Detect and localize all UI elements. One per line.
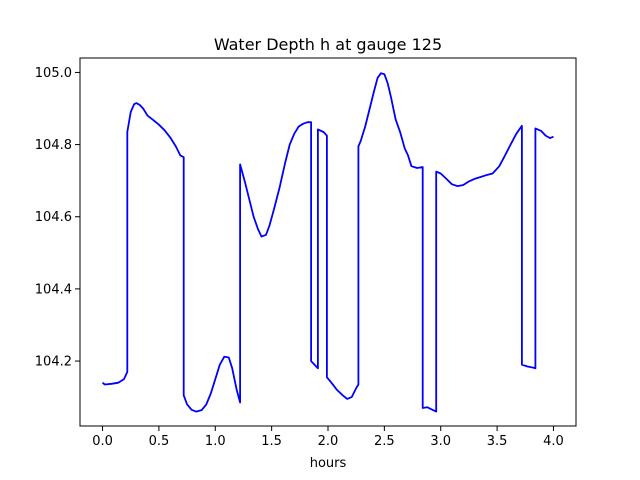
x-tick-label: 3.5 (487, 434, 508, 449)
x-axis-label: hours (310, 456, 347, 471)
x-tick-label: 2.5 (374, 434, 395, 449)
x-tick-label: 1.5 (261, 434, 282, 449)
x-tick-label: 3.0 (430, 434, 451, 449)
series-line (101, 72, 554, 413)
y-tick-label: 105.0 (35, 66, 72, 81)
x-axis: 0.0 0.5 1.0 1.5 2.0 2.5 3.0 3.5 4.0 (92, 426, 564, 449)
chart-title: Water Depth h at gauge 125 (214, 35, 442, 54)
x-tick-label: 4.0 (543, 434, 564, 449)
x-tick-label: 1.0 (205, 434, 226, 449)
x-tick-label: 2.0 (318, 434, 339, 449)
y-tick-label: 104.8 (35, 138, 72, 153)
x-tick-label: 0.0 (92, 434, 113, 449)
y-tick-label: 104.2 (35, 355, 72, 370)
y-axis: 104.2 104.4 104.6 104.8 105.0 (35, 66, 80, 370)
x-tick-label: 0.5 (149, 434, 170, 449)
y-tick-label: 104.4 (35, 282, 72, 297)
y-tick-label: 104.6 (35, 210, 72, 225)
plot-area (80, 58, 576, 426)
plot-frame (79, 57, 577, 427)
